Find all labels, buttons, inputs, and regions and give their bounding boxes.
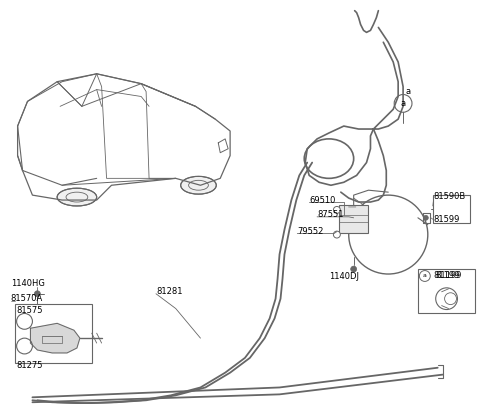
Text: 1140HG: 1140HG bbox=[11, 279, 45, 289]
Text: 87551: 87551 bbox=[317, 210, 344, 219]
Circle shape bbox=[351, 266, 357, 272]
Text: 81199: 81199 bbox=[434, 271, 460, 280]
Ellipse shape bbox=[180, 176, 216, 194]
Text: 69510: 69510 bbox=[309, 195, 336, 205]
Text: 81281: 81281 bbox=[156, 287, 182, 296]
Circle shape bbox=[334, 231, 340, 238]
Circle shape bbox=[423, 215, 428, 220]
Text: 81590B: 81590B bbox=[434, 192, 466, 201]
Text: 81199: 81199 bbox=[436, 271, 462, 280]
Text: 81570A: 81570A bbox=[11, 294, 43, 303]
FancyBboxPatch shape bbox=[339, 205, 369, 232]
Text: 79552: 79552 bbox=[297, 227, 324, 236]
Text: a: a bbox=[423, 274, 427, 278]
Text: 81275: 81275 bbox=[17, 361, 43, 370]
Text: 81599: 81599 bbox=[434, 215, 460, 224]
Ellipse shape bbox=[57, 188, 96, 206]
Text: a: a bbox=[406, 87, 410, 96]
Circle shape bbox=[334, 206, 340, 213]
Text: a: a bbox=[400, 99, 406, 108]
Polygon shape bbox=[30, 323, 80, 353]
Text: 81575: 81575 bbox=[17, 306, 43, 315]
Circle shape bbox=[35, 291, 40, 297]
Text: 1140DJ: 1140DJ bbox=[329, 272, 359, 282]
